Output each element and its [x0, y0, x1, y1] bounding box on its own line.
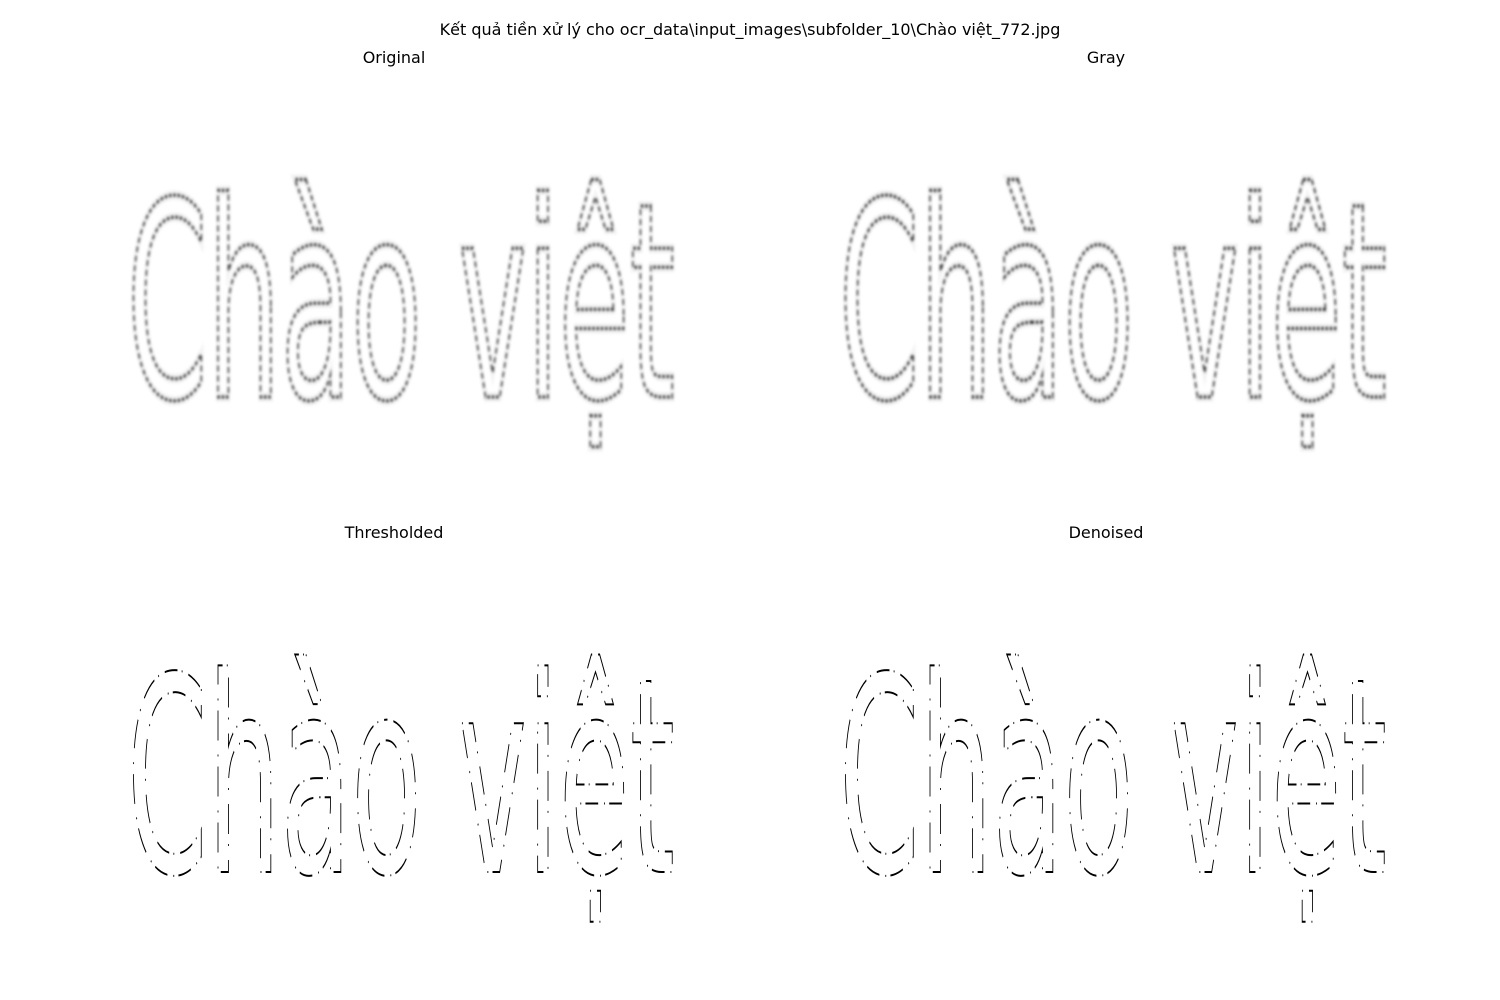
subplot-denoised: Denoised Chào việt	[819, 522, 1393, 967]
subplot-title: Original	[362, 48, 426, 67]
subplot-gray: Gray Chào việt Chào việt	[819, 47, 1393, 492]
subplot-thresholded: Thresholded Chào việt	[107, 522, 681, 967]
figure-title: Kết quả tiền xử lý cho ocr_data\input_im…	[439, 20, 1061, 39]
subplot-title: Gray	[1086, 48, 1126, 67]
subplot-title: Thresholded	[344, 523, 444, 542]
image-text-stroke: Chào việt	[839, 146, 1387, 462]
subplot-original: Original Chào việt Chào việt	[107, 47, 681, 492]
image-text: Chào việt	[127, 146, 675, 462]
image-text: Chào việt	[127, 621, 675, 937]
subplot-title: Denoised	[1068, 523, 1144, 542]
denoised-image: Chào việt	[819, 552, 1393, 962]
image-text: Chào việt	[839, 621, 1387, 937]
image-text: Chào việt	[839, 146, 1387, 462]
image-text-stroke: Chào việt	[127, 146, 675, 462]
thresholded-image: Chào việt	[107, 552, 681, 962]
gray-image: Chào việt Chào việt	[819, 77, 1393, 487]
original-image: Chào việt Chào việt	[107, 77, 681, 487]
